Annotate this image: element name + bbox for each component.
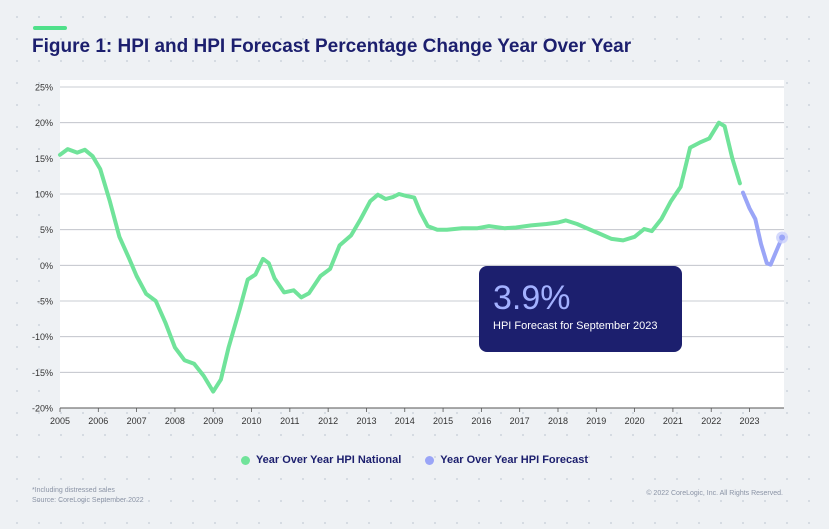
x-tick-label: 2018 xyxy=(548,416,568,426)
y-tick-label: -20% xyxy=(32,404,53,414)
x-axis-ticks: 2005 2006 2007 2008 2009 2010 2011 2012 2013 2014… xyxy=(50,408,760,426)
y-tick-label: 10% xyxy=(35,190,53,200)
x-tick-label: 2019 xyxy=(586,416,606,426)
footnote-line-1: *Including distressed sales xyxy=(32,487,115,494)
x-tick-label: 2008 xyxy=(165,416,185,426)
x-tick-label: 2012 xyxy=(318,416,338,426)
callout-label: HPI Forecast for September 2023 xyxy=(493,320,658,332)
x-tick-label: 2021 xyxy=(663,416,683,426)
y-tick-label: -15% xyxy=(32,368,53,378)
x-tick-label: 2016 xyxy=(471,416,491,426)
legend-label-national: Year Over Year HPI National xyxy=(255,454,402,466)
copyright: © 2022 CoreLogic, Inc. All Rights Reserv… xyxy=(646,490,783,497)
x-tick-label: 2007 xyxy=(127,416,147,426)
legend-item-national: Year Over Year HPI National xyxy=(240,454,402,466)
chart-title: Figure 1: HPI and HPI Forecast Percentag… xyxy=(32,36,632,57)
y-tick-label: 5% xyxy=(40,225,53,235)
series-line-forecast xyxy=(741,190,785,267)
title-accent-bar xyxy=(33,26,67,30)
y-tick-label: 0% xyxy=(40,261,53,271)
x-tick-label: 2015 xyxy=(433,416,453,426)
y-tick-label: -10% xyxy=(32,332,53,342)
legend-item-forecast: Year Over Year HPI Forecast xyxy=(425,454,588,466)
y-tick-label: 20% xyxy=(35,118,53,128)
plot-area xyxy=(60,80,784,408)
x-tick-label: 2013 xyxy=(356,416,376,426)
callout-value: 3.9% xyxy=(493,279,571,317)
x-tick-label: 2011 xyxy=(280,416,299,426)
y-axis-ticks: 25% 20% 15% 10% 5% 0% -5% -10% -15% -20% xyxy=(32,83,53,414)
x-tick-label: 2009 xyxy=(203,416,223,426)
x-tick-label: 2005 xyxy=(50,416,70,426)
forecast-callout: 3.9% HPI Forecast for September 2023 xyxy=(479,266,682,352)
x-tick-label: 2020 xyxy=(625,416,645,426)
x-tick-label: 2014 xyxy=(395,416,415,426)
y-tick-label: 15% xyxy=(35,154,53,164)
x-tick-label: 2022 xyxy=(701,416,721,426)
footnote: *Including distressed sales Source: Core… xyxy=(32,486,144,506)
x-tick-label: 2010 xyxy=(242,416,262,426)
legend-swatch-forecast xyxy=(425,455,435,465)
x-tick-label: 2006 xyxy=(88,416,108,426)
chart-legend: Year Over Year HPI National Year Over Ye… xyxy=(0,454,829,466)
legend-label-forecast: Year Over Year HPI Forecast xyxy=(440,454,589,466)
series-lines xyxy=(58,120,789,394)
legend-swatch-national xyxy=(240,455,250,465)
footnote-source: Source: CoreLogic September 2022 xyxy=(32,497,144,504)
forecast-end-point xyxy=(779,234,786,241)
series-line-national xyxy=(58,120,742,394)
x-tick-label: 2023 xyxy=(740,416,760,426)
y-tick-label: -5% xyxy=(37,297,53,307)
x-tick-label: 2017 xyxy=(510,416,530,426)
y-tick-label: 25% xyxy=(35,83,53,93)
